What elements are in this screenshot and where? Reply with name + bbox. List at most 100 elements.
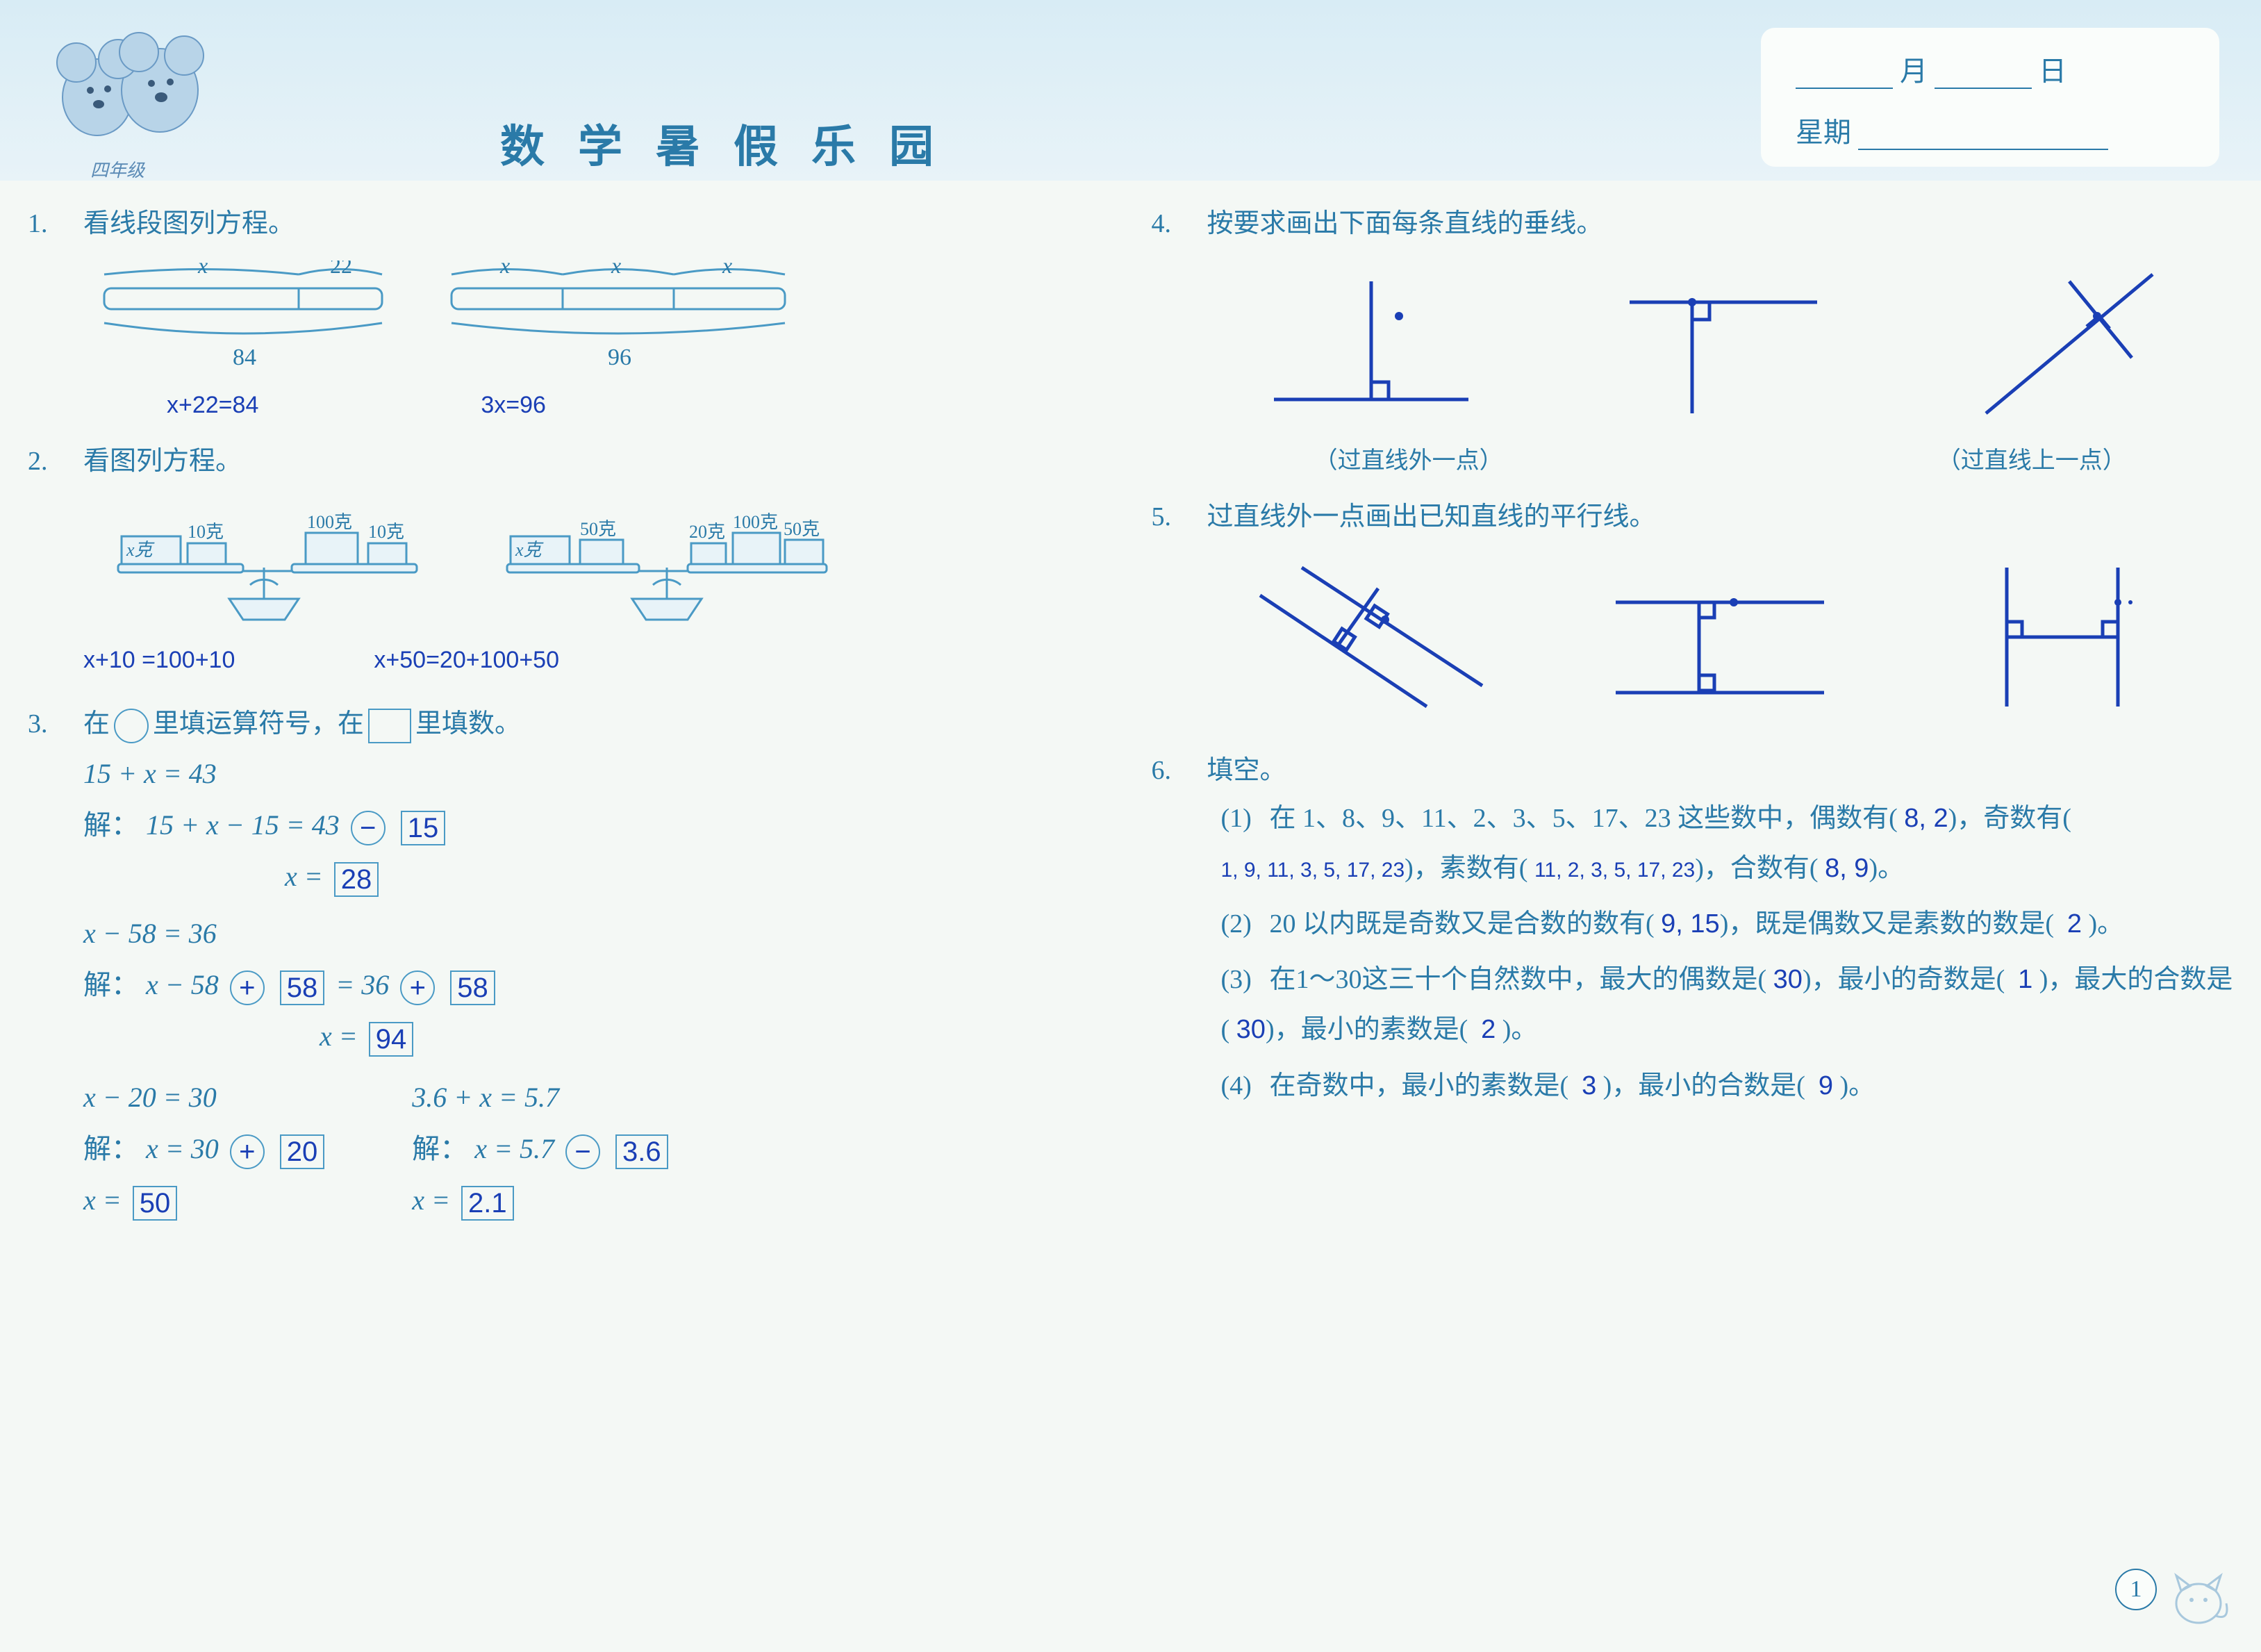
square-placeholder-icon [368,709,411,743]
eq4-solve: 解： x = 5.7 − 3.6 [412,1125,672,1173]
q6s4-ans-b: 9 [1812,1061,1839,1111]
svg-text:22: 22 [330,261,352,278]
weekday-blank[interactable] [1858,122,2108,150]
perpendicular-1 [1260,261,1482,427]
svg-text:50克: 50克 [580,519,616,539]
eq2-val2: 58 [457,964,488,1011]
q2-number: 2. [28,439,83,484]
q6-sub2: (2)20 以内既是奇数又是合数的数有( 9, 15)，既是偶数又是素数的数是(… [1221,899,2234,949]
eq2-val3: 94 [376,1016,407,1063]
weekday-line: 星期 [1796,110,2185,150]
parallel-3 [1944,554,2194,720]
left-column: 1. 看线段图列方程。 x 22 [28,201,1110,1235]
weekday-label: 星期 [1796,117,1851,148]
eq2-result: x = 94 [320,1013,1110,1060]
bar-diagram-right: x x x 96 [431,261,806,379]
eq1-result: x = 28 [285,853,1110,900]
q2-title: 看图列方程。 [83,439,1110,484]
eq4-val1: 3.6 [622,1128,661,1175]
q1-title: 看线段图列方程。 [83,201,1110,247]
right-column: 4. 按要求画出下面每条直线的垂线。 [1152,201,2234,1235]
content-area: 1. 看线段图列方程。 x 22 [28,201,2233,1235]
q6s3-ans-c: 30 [1236,1005,1266,1055]
q6-sub4: (4)在奇数中，最小的素数是( 3)，最小的合数是( 9)。 [1221,1061,2234,1111]
q6s3-ans-a: 30 [1773,955,1803,1005]
month-label: 月 [1900,56,1928,87]
q6s3-ans-d: 2 [1475,1005,1502,1055]
eq4-val2: 2.1 [468,1180,507,1227]
eq4-result: x = 2.1 [412,1177,672,1224]
q1-answer-right: 3x=96 [481,386,546,426]
q3-title: 在里填运算符号，在里填数。 [83,702,1110,747]
eq1-solve: 解： 15 + x − 15 = 43 − 15 [83,802,1110,849]
svg-text:x: x [722,261,732,278]
q6s2-ans-a: 9, 15 [1661,899,1720,949]
svg-text:10克: 10克 [368,522,404,542]
svg-text:50克: 50克 [784,519,820,539]
grade-label: 四年级 [90,156,144,182]
svg-text:x: x [197,261,208,278]
eq1-op: − [360,804,376,852]
eq2-val1: 58 [287,964,318,1011]
eq3-val1: 20 [287,1128,318,1175]
parallel-1 [1246,554,1496,720]
parallel-2 [1595,554,1845,720]
balance-scale-left: x克 10克 100克 10克 [83,495,445,634]
cat-decoration [2164,1562,2233,1631]
q4-title: 按要求画出下面每条直线的垂线。 [1207,201,2234,247]
eq2-given: x − 58 = 36 [83,910,1110,957]
q6s1-ans-a: 8, 2 [1904,793,1948,843]
balance-scale-right: x克 50克 20克 100克 50克 [472,495,861,634]
svg-text:x: x [611,261,621,278]
q6s4-ans-a: 3 [1575,1061,1603,1111]
question-3: 3. 在里填运算符号，在里填数。 15 + x = 43 解： 15 + x −… [28,702,1110,1229]
question-2: 2. 看图列方程。 [28,439,1110,680]
eq4-op: − [574,1128,590,1175]
svg-text:84: 84 [233,345,256,370]
eq3-result: x = 50 [83,1177,329,1224]
question-1: 1. 看线段图列方程。 x 22 [28,201,1110,425]
q5-number: 5. [1152,495,1207,540]
q6s1-ans-c: 11, 2, 3, 5, 17, 23 [1534,850,1695,890]
q6-sub1: (1)在 1、8、9、11、2、3、5、17、23 这些数中，偶数有( 8, 2… [1221,793,2234,893]
q1-answer-left: x+22=84 [167,386,258,426]
svg-text:10克: 10克 [188,522,224,542]
q5-title: 过直线外一点画出已知直线的平行线。 [1207,495,2234,540]
page-title: 数 学 暑 假 乐 园 [500,111,945,175]
eq2-op2: + [410,964,426,1011]
q4-caption-right: （过直线上一点） [1937,441,2126,481]
q6s3-ans-b: 1 [2012,955,2039,1005]
question-6: 6. 填空。 (1)在 1、8、9、11、2、3、5、17、23 这些数中，偶数… [1152,748,2234,1116]
eq1-given: 15 + x = 43 [83,750,1110,798]
day-label: 日 [2039,56,2067,87]
bar-diagram-left: x 22 84 [83,261,403,379]
q6-sub3: (3)在1～30这三十个自然数中，最大的偶数是( 30)，最小的奇数是( 1)，… [1221,955,2234,1055]
eq3-val2: 50 [140,1180,171,1227]
perpendicular-3 [1958,261,2180,427]
q4-number: 4. [1152,201,1207,247]
q6s1-ans-b: 1, 9, 11, 3, 5, 17, 23 [1221,850,1405,890]
eq2-solve: 解： x − 58 + 58 = 36 + 58 [83,961,1110,1009]
q4-caption-left: （过直线外一点） [1314,441,1503,481]
circle-placeholder-icon [114,709,149,743]
eq3-solve: 解： x = 30 + 20 [83,1125,329,1173]
month-blank[interactable] [1796,61,1893,89]
svg-text:100克: 100克 [307,512,352,532]
q2-answer-right: x+50=20+100+50 [374,641,559,681]
svg-text:96: 96 [608,345,631,370]
svg-text:x克: x克 [515,540,545,560]
question-4: 4. 按要求画出下面每条直线的垂线。 [1152,201,2234,481]
question-5: 5. 过直线外一点画出已知直线的平行线。 [1152,495,2234,734]
q6-title: 填空。 [1207,748,2234,793]
koala-decoration [42,14,236,167]
date-line: 月 日 [1796,49,2185,89]
eq2-op1: + [239,964,255,1011]
q6-number: 6. [1152,748,1207,793]
eq4-given: 3.6 + x = 5.7 [412,1074,672,1121]
eq1-val1: 15 [408,804,439,852]
eq3-given: x − 20 = 30 [83,1074,329,1121]
q1-number: 1. [28,201,83,247]
day-blank[interactable] [1935,61,2032,89]
perpendicular-2 [1609,261,1831,427]
q3-number: 3. [28,702,83,747]
